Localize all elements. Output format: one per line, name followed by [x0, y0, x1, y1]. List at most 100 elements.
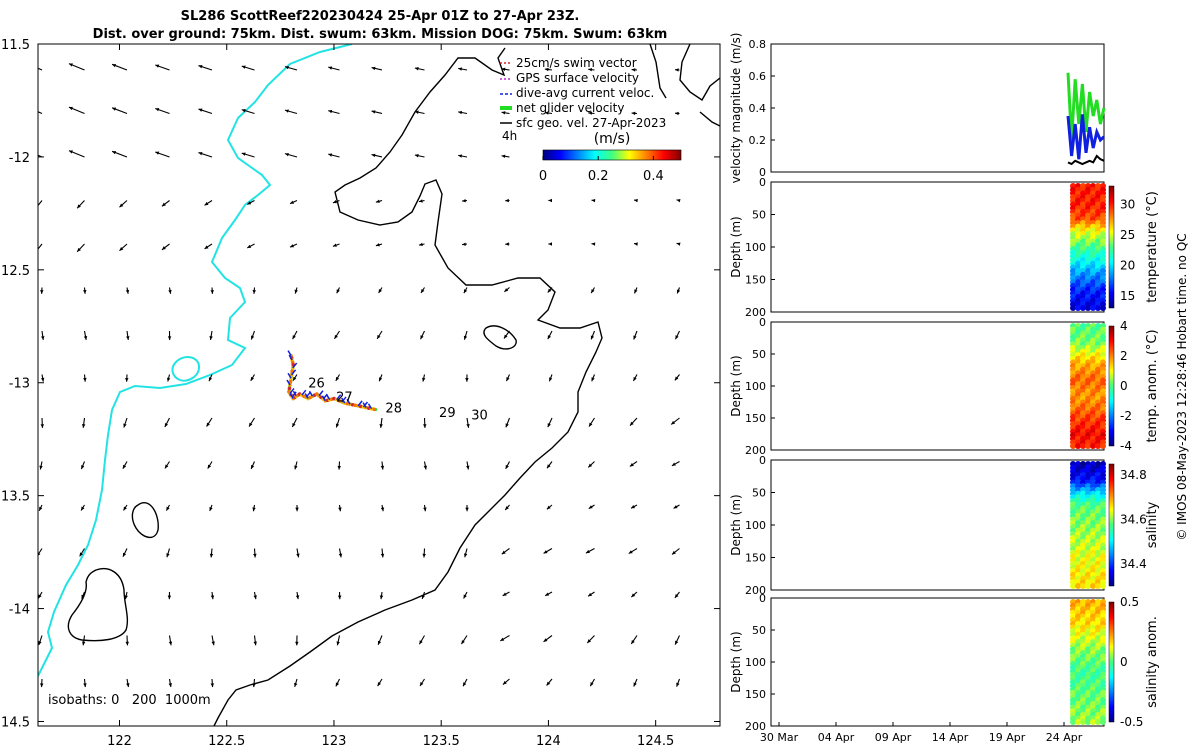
- panel-y-tick-label: 150: [745, 412, 766, 425]
- panel-y-tick-label: 0.2: [749, 134, 767, 147]
- current-arrow-head: [119, 203, 124, 208]
- panel-colorbar-tick-label: 0: [1120, 379, 1128, 393]
- isobaths-note: isobaths: 0 200 1000m: [48, 693, 211, 708]
- current-arrow-head: [250, 335, 255, 340]
- dive-avg-vector: [362, 401, 369, 408]
- profile-sample: [1080, 305, 1086, 311]
- current-arrow-head: [40, 290, 44, 294]
- current-arrow-head: [210, 683, 215, 688]
- current-arrow-head: [284, 65, 289, 70]
- map-x-tick-label: 124.5: [637, 734, 674, 749]
- panel-y-tick-label: 0.4: [749, 102, 767, 115]
- profile-sample: [1095, 719, 1101, 725]
- colorbar-tick-label: 0: [539, 169, 547, 184]
- current-arrow-head: [207, 464, 212, 469]
- current-arrow-head: [166, 377, 171, 382]
- current-arrow-head: [675, 111, 679, 116]
- panel-colorbar-tick-label: 20: [1120, 258, 1135, 272]
- current-arrow-head: [252, 683, 256, 688]
- current-arrow-head: [671, 420, 676, 425]
- current-arrow-head: [209, 506, 213, 511]
- map-x-tick-label: 123.5: [423, 734, 460, 749]
- legend-entry-gps-velocity: GPS surface velocity: [516, 71, 639, 85]
- current-arrow-head: [420, 335, 424, 340]
- velocity-series-line: [1066, 114, 1105, 160]
- current-arrow-head: [336, 289, 340, 294]
- current-arrow-head: [335, 376, 340, 381]
- current-arrow-head: [155, 108, 160, 112]
- current-arrow-head: [546, 505, 551, 510]
- current-arrow-head: [465, 507, 469, 512]
- current-arrow-head: [83, 336, 88, 340]
- map-y-tick-label: -12: [9, 151, 30, 166]
- current-arrow-head: [588, 463, 593, 468]
- profile-sample: [1075, 305, 1081, 311]
- profile-sample: [1095, 583, 1101, 589]
- current-arrow-head: [587, 639, 592, 643]
- current-arrow-head: [155, 151, 160, 155]
- current-arrow-head: [502, 680, 507, 685]
- current-arrow-head: [125, 378, 129, 382]
- current-arrow-head: [338, 553, 343, 558]
- track-sample-point: [350, 402, 355, 407]
- current-arrow-head: [466, 465, 470, 470]
- map-y-ticks: 11.5 -12 12.5 -13 13.5 -14 14.5: [1, 38, 720, 730]
- panel-y-tick-label: 100: [745, 519, 766, 532]
- current-arrow-head: [155, 64, 160, 68]
- current-arrow-head: [328, 66, 333, 70]
- profile-sample: [1100, 443, 1106, 449]
- current-arrow-head: [41, 336, 45, 340]
- panel-colorbar-tick-label: 15: [1120, 289, 1135, 303]
- current-arrow-head: [338, 507, 342, 512]
- dive-avg-vector: [289, 393, 294, 399]
- dive-avg-vector: [346, 398, 351, 405]
- current-arrow-head: [292, 335, 296, 340]
- profile-sample: [1080, 443, 1086, 449]
- current-arrow-head: [123, 423, 127, 428]
- current-arrow-head: [420, 288, 425, 293]
- panel-y-tick-label: 150: [745, 274, 766, 287]
- current-arrow-head: [39, 465, 43, 470]
- panel-y-tick-label: 200: [745, 720, 766, 733]
- map-title-line2: Dist. over ground: 75km. Dist. swum: 63k…: [92, 27, 668, 42]
- current-arrow-head: [122, 464, 127, 469]
- current-arrow-head: [465, 378, 469, 382]
- current-arrow-head: [125, 289, 130, 294]
- current-arrow-head: [458, 67, 463, 71]
- current-arrow-head: [241, 65, 246, 69]
- panel-y-tick-label: 200: [745, 444, 766, 457]
- current-arrow-head: [676, 198, 681, 203]
- current-arrow-head: [161, 246, 166, 250]
- current-arrow-head: [544, 67, 549, 72]
- current-arrow-head: [198, 108, 203, 112]
- current-arrow-head: [290, 244, 295, 248]
- current-arrow-head: [198, 152, 203, 156]
- current-arrow-head: [40, 683, 44, 688]
- current-arrow-head: [631, 111, 636, 116]
- panel-y-tick-label: 150: [745, 688, 766, 701]
- panel-axes-box: [770, 597, 1105, 727]
- current-arrow-head: [77, 247, 81, 252]
- current-arrow-head: [380, 507, 385, 512]
- panel-axes-box: [770, 43, 1105, 173]
- current-arrow-head: [81, 641, 86, 646]
- current-arrow-head: [68, 63, 73, 67]
- dive-avg-vector: [357, 400, 363, 407]
- map-x-ticks: 122 122.5 123 123.5 124 124.5: [107, 44, 674, 749]
- current-arrow-head: [337, 595, 342, 600]
- current-arrow-head: [543, 550, 548, 554]
- dive-avg-vector: [288, 354, 293, 361]
- current-arrow-head: [294, 289, 298, 294]
- current-arrow-head: [633, 376, 637, 381]
- current-arrow-head: [506, 377, 510, 382]
- current-arrow-head: [68, 150, 73, 154]
- isobath-1000m-b: [649, 44, 667, 99]
- current-arrow: [38, 67, 43, 71]
- track-sample-point: [367, 406, 371, 410]
- dive-avg-vector: [308, 390, 314, 397]
- profile-sample: [1090, 305, 1096, 311]
- current-arrow-head: [463, 682, 467, 687]
- panel-colorbar-label: salinity: [1145, 501, 1160, 548]
- current-arrow: [38, 111, 43, 115]
- panel-axes-box: [770, 321, 1105, 451]
